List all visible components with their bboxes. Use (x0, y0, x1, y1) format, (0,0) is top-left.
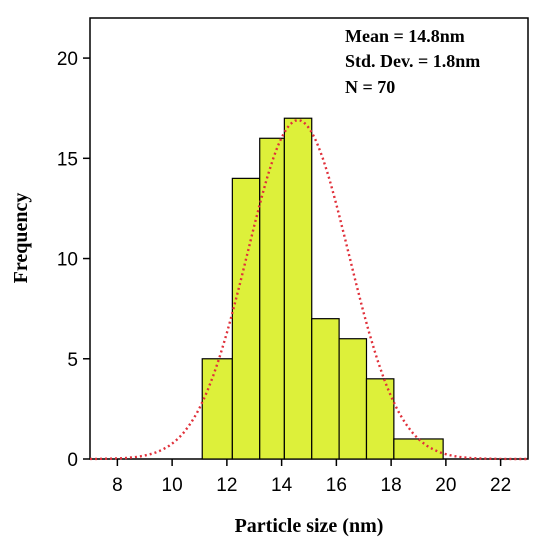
stat-std-dev: Std. Dev. = 1.8nm (345, 51, 480, 71)
y-tick-label: 10 (57, 250, 78, 271)
bars-group (201, 117, 444, 460)
x-tick-label: 14 (271, 475, 293, 496)
y-tick-label: 20 (57, 49, 78, 70)
histogram-bar-8 (393, 438, 444, 460)
x-tick-label: 10 (162, 475, 183, 496)
x-tick-label: 12 (216, 475, 237, 496)
stat-mean: Mean = 14.8nm (345, 26, 465, 46)
histogram-bar-4 (283, 117, 313, 460)
x-tick-label: 18 (381, 475, 402, 496)
x-tick-label: 8 (112, 475, 123, 496)
x-axis-ticks: 8 10 12 14 16 18 20 22 (112, 459, 511, 496)
y-tick-label: 0 (67, 450, 78, 471)
stat-n: N = 70 (345, 77, 395, 97)
x-tick-label: 22 (490, 475, 511, 496)
x-tick-label: 20 (435, 475, 456, 496)
histogram-bar-5 (311, 318, 340, 460)
x-tick-label: 16 (326, 475, 347, 496)
normal-fit-curve (90, 118, 528, 461)
x-axis-title: Particle size (nm) (235, 515, 384, 537)
y-axis-ticks: 0 5 10 15 20 (57, 49, 90, 471)
histogram-bar-7 (365, 378, 395, 460)
y-tick-label: 15 (57, 149, 78, 170)
histogram-bar-1 (201, 358, 233, 460)
histogram-bar-3 (259, 137, 285, 460)
y-axis-title: Frequency (10, 193, 32, 284)
y-tick-label: 5 (67, 350, 78, 371)
histogram-bar-6 (338, 338, 368, 460)
